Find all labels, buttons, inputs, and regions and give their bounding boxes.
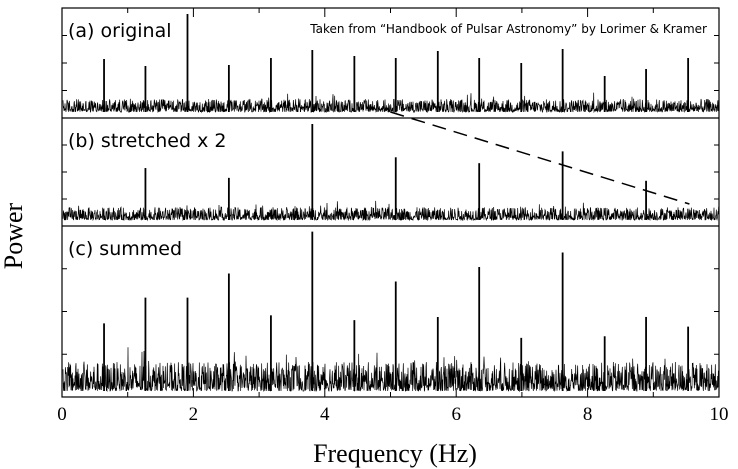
panels-group: (a) original (b) stretched x 2 (c) summed xyxy=(62,14,720,393)
x-tick-label: 8 xyxy=(583,404,593,425)
panel-3: (c) summed xyxy=(62,231,720,393)
x-axis-title: Frequency (Hz) xyxy=(313,439,477,468)
credit-text: Taken from “Handbook of Pulsar Astronomy… xyxy=(309,22,707,36)
x-tick-label: 0 xyxy=(57,404,67,425)
x-tick-label: 6 xyxy=(451,404,461,425)
plot-border xyxy=(61,7,720,398)
x-tick-label: 10 xyxy=(710,404,729,425)
noise-trace-2 xyxy=(62,200,720,222)
y-axis-title: Power xyxy=(0,202,28,269)
x-tick-label: 2 xyxy=(189,404,199,425)
x-ticks-group: 0 2 4 6 8 10 xyxy=(57,8,729,425)
panel-2: (b) stretched x 2 xyxy=(62,123,720,222)
panel-1: (a) original xyxy=(62,14,720,114)
noise-trace-3 xyxy=(62,347,720,393)
x-tick-label: 4 xyxy=(320,404,330,425)
panel-label-3: (c) summed xyxy=(68,238,182,260)
panel-label-1: (a) original xyxy=(68,20,172,42)
harmonic-link-dashed-line xyxy=(390,111,690,205)
noise-trace-1 xyxy=(62,92,720,114)
plot-frame xyxy=(61,7,720,398)
panel-label-2: (b) stretched x 2 xyxy=(68,130,226,152)
